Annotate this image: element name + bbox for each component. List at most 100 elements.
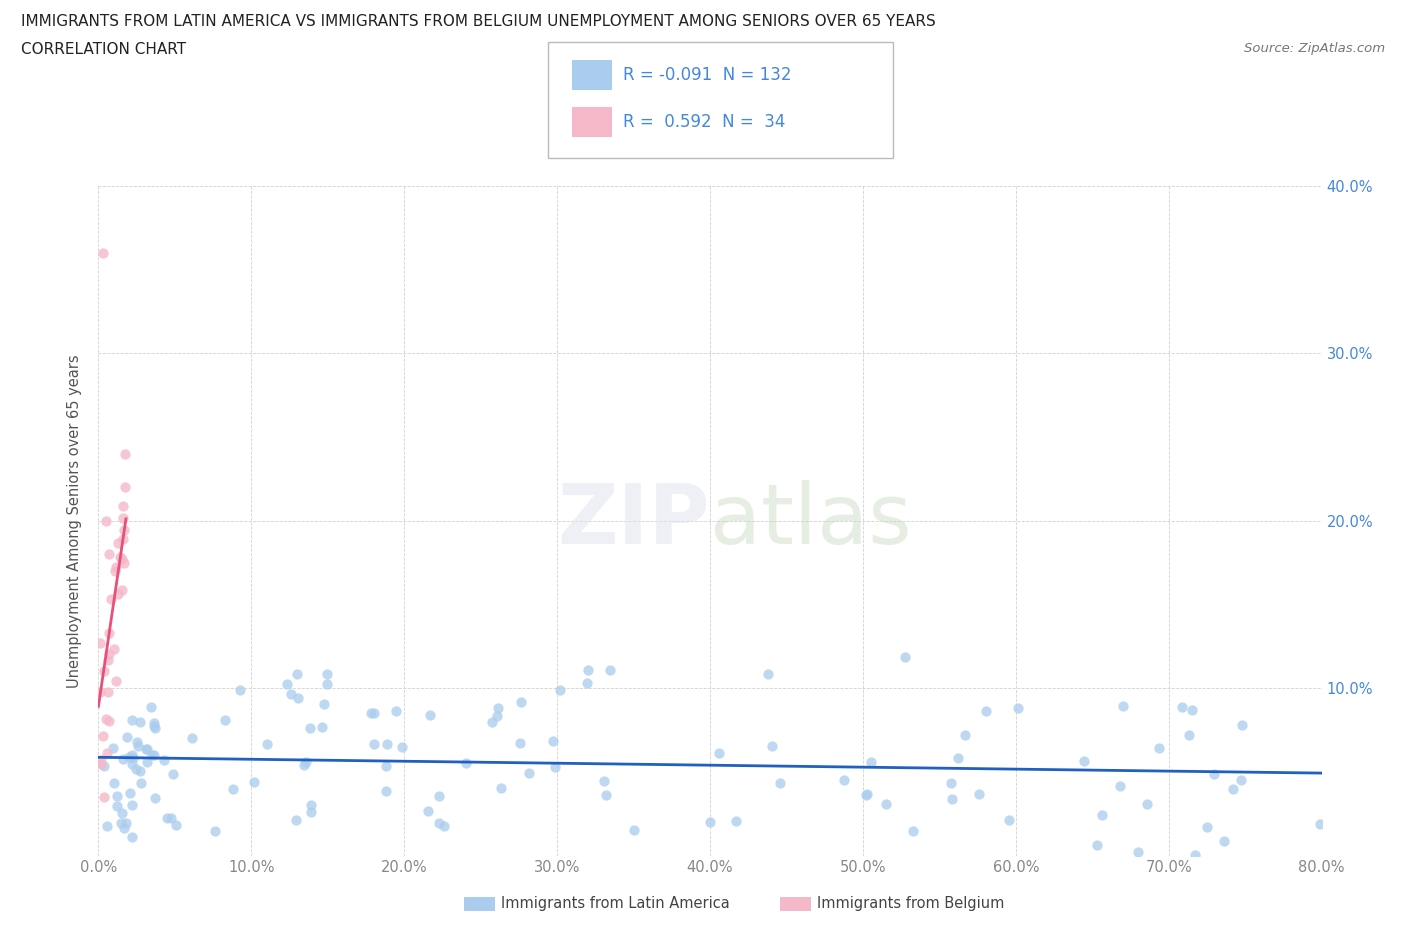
Point — [136, 755, 159, 770]
Point — [152, 753, 174, 768]
Point — [769, 776, 792, 790]
Point — [299, 797, 322, 812]
Y-axis label: Unemployment Among Seniors over 65 years: Unemployment Among Seniors over 65 years — [67, 354, 83, 687]
Point — [1073, 754, 1095, 769]
Point — [299, 720, 322, 735]
Point — [129, 776, 152, 790]
Point — [375, 783, 398, 798]
Point — [114, 480, 136, 495]
Point — [855, 788, 877, 803]
Point — [427, 816, 450, 830]
Point — [287, 691, 309, 706]
Text: Source: ZipAtlas.com: Source: ZipAtlas.com — [1244, 42, 1385, 55]
Point — [1171, 699, 1194, 714]
Point — [385, 703, 408, 718]
Point — [94, 711, 117, 726]
Point — [93, 790, 115, 804]
Point — [974, 703, 997, 718]
Point — [91, 728, 114, 743]
Point — [121, 751, 143, 765]
Point — [114, 816, 136, 830]
Point — [1213, 833, 1236, 848]
Point — [1232, 718, 1254, 733]
Point — [91, 246, 114, 260]
Point — [429, 789, 451, 804]
Point — [1229, 773, 1251, 788]
Point — [295, 755, 318, 770]
Point — [941, 791, 963, 806]
Point — [576, 662, 599, 677]
Point — [491, 780, 513, 795]
Point — [105, 560, 128, 575]
Point — [141, 748, 163, 763]
Point — [699, 815, 721, 830]
Point — [285, 667, 308, 682]
Point — [363, 737, 385, 751]
Point — [112, 820, 135, 835]
Point — [98, 547, 121, 562]
Point — [110, 816, 132, 830]
Point — [1112, 698, 1135, 713]
Point — [1085, 838, 1108, 853]
Point — [105, 674, 128, 689]
Point — [875, 797, 897, 812]
Point — [541, 734, 564, 749]
Point — [159, 811, 181, 826]
Point — [111, 498, 134, 513]
Point — [416, 804, 439, 818]
Point — [481, 715, 503, 730]
Text: IMMIGRANTS FROM LATIN AMERICA VS IMMIGRANTS FROM BELGIUM UNEMPLOYMENT AMONG SENI: IMMIGRANTS FROM LATIN AMERICA VS IMMIGRA… — [21, 14, 936, 29]
Point — [280, 686, 302, 701]
Point — [90, 752, 112, 767]
Point — [98, 626, 121, 641]
Point — [360, 705, 382, 720]
Point — [1309, 817, 1331, 831]
Point — [623, 823, 645, 838]
Point — [162, 766, 184, 781]
Point — [112, 555, 135, 570]
Point — [111, 805, 134, 820]
Point — [243, 775, 266, 790]
Point — [375, 758, 398, 773]
Point — [595, 788, 617, 803]
Point — [114, 446, 136, 461]
Point — [96, 746, 118, 761]
Point — [108, 550, 131, 565]
Point — [111, 531, 134, 546]
Point — [127, 738, 149, 753]
Point — [105, 799, 128, 814]
Text: Immigrants from Belgium: Immigrants from Belgium — [817, 897, 1004, 911]
Point — [592, 774, 614, 789]
Point — [204, 823, 226, 838]
Point — [485, 709, 508, 724]
Point — [107, 536, 129, 551]
Point — [110, 583, 132, 598]
Point — [121, 830, 143, 844]
Point — [276, 676, 298, 691]
Point — [1136, 797, 1159, 812]
Point — [433, 818, 456, 833]
Text: CORRELATION CHART: CORRELATION CHART — [21, 42, 186, 57]
Point — [548, 683, 571, 698]
Point — [860, 754, 883, 769]
Point — [141, 699, 163, 714]
Point — [143, 721, 166, 736]
Point — [856, 787, 879, 802]
Point — [456, 756, 478, 771]
Point — [136, 742, 159, 757]
Point — [111, 511, 134, 525]
Text: ZIP: ZIP — [558, 480, 710, 562]
Point — [93, 759, 115, 774]
Point — [375, 737, 398, 751]
Point — [214, 712, 236, 727]
Point — [544, 760, 567, 775]
Point — [1202, 767, 1225, 782]
Point — [93, 663, 115, 678]
Text: R = -0.091  N = 132: R = -0.091 N = 132 — [623, 66, 792, 85]
Point — [128, 714, 150, 729]
Point — [143, 748, 166, 763]
Point — [292, 758, 315, 773]
Point — [111, 551, 134, 566]
Point — [1181, 702, 1204, 717]
Point — [98, 714, 121, 729]
